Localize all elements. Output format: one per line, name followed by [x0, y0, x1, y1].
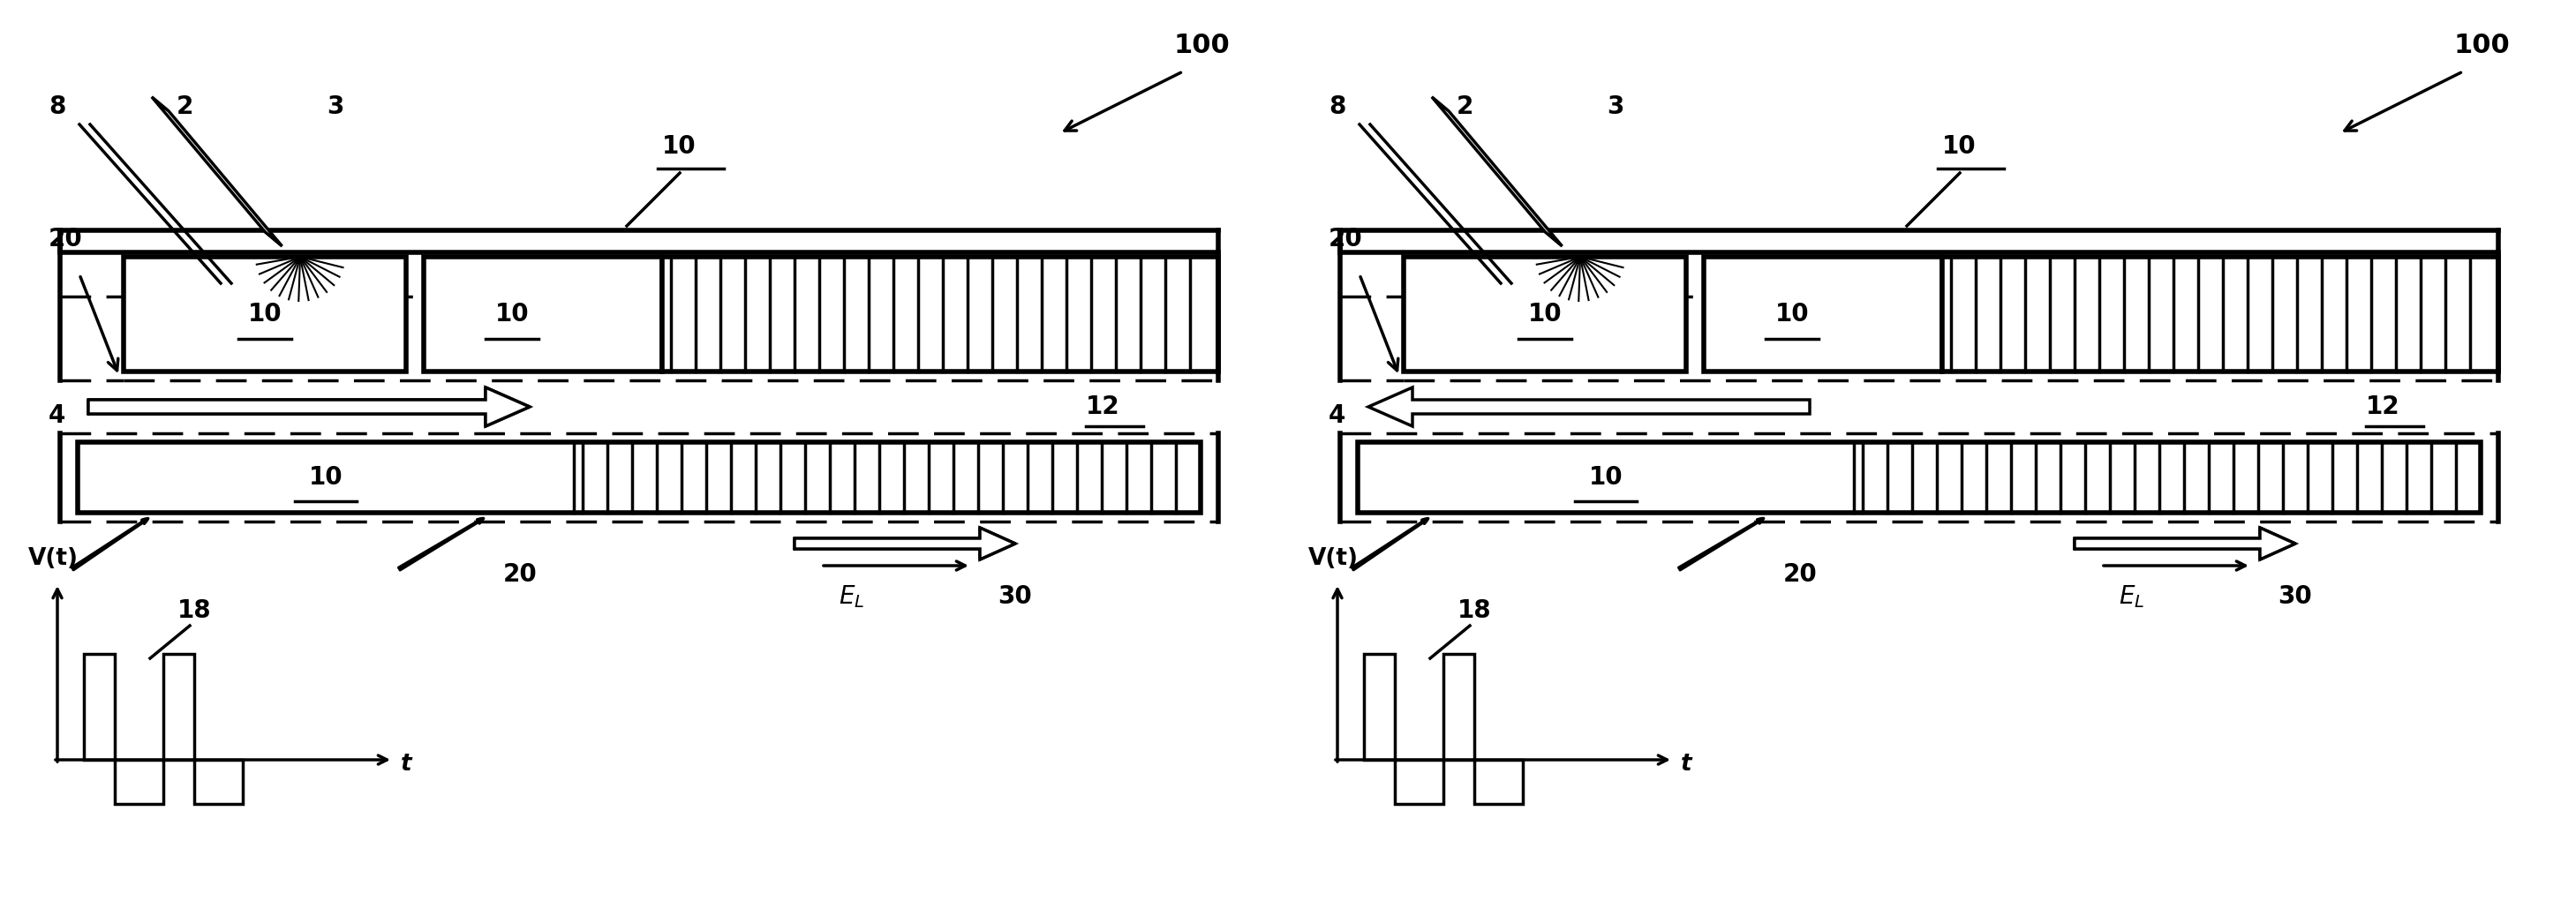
Text: t: t — [1680, 752, 1692, 776]
Bar — [1358, 442, 2481, 513]
Text: $E_L$: $E_L$ — [2117, 584, 2143, 610]
Text: 10: 10 — [495, 302, 528, 326]
Polygon shape — [88, 387, 531, 426]
Bar — [116, 760, 162, 804]
Bar — [124, 257, 407, 371]
Text: V(t): V(t) — [1309, 547, 1358, 570]
Bar — [193, 760, 242, 804]
Bar — [1703, 257, 1942, 371]
Text: 20: 20 — [1329, 227, 1363, 251]
Text: 4: 4 — [1329, 404, 1345, 428]
Text: 18: 18 — [178, 598, 211, 623]
Bar — [1363, 654, 1394, 760]
Text: 8: 8 — [1329, 95, 1345, 119]
Bar — [77, 442, 1200, 513]
Polygon shape — [1368, 387, 1811, 426]
Polygon shape — [1432, 96, 1561, 246]
Text: 30: 30 — [997, 584, 1033, 609]
Text: 12: 12 — [1087, 395, 1121, 419]
Bar — [662, 257, 1218, 371]
Text: 10: 10 — [662, 134, 696, 159]
Text: 100: 100 — [2455, 32, 2512, 58]
Bar — [1443, 654, 1473, 760]
Text: t: t — [399, 752, 412, 776]
Text: 8: 8 — [49, 95, 64, 119]
Text: 4: 4 — [49, 404, 64, 428]
Text: 100: 100 — [1175, 32, 1231, 58]
Text: 2: 2 — [1455, 95, 1473, 119]
Text: 20: 20 — [1783, 562, 1819, 587]
Text: 30: 30 — [2277, 584, 2311, 609]
Text: $E_L$: $E_L$ — [840, 584, 866, 610]
Text: V(t): V(t) — [28, 547, 77, 570]
Bar — [422, 257, 662, 371]
Text: 10: 10 — [247, 302, 281, 326]
Text: 12: 12 — [2365, 395, 2401, 419]
Polygon shape — [793, 528, 1015, 560]
Bar — [1394, 760, 1443, 804]
Text: 10: 10 — [1775, 302, 1808, 326]
Text: 3: 3 — [1607, 95, 1623, 119]
Text: 2: 2 — [178, 95, 193, 119]
Bar — [1404, 257, 1687, 371]
Text: 10: 10 — [1528, 302, 1561, 326]
Text: 10: 10 — [309, 465, 343, 490]
Bar — [1473, 760, 1522, 804]
Text: 18: 18 — [1458, 598, 1492, 623]
Text: 10: 10 — [1589, 465, 1623, 490]
Text: 10: 10 — [1942, 134, 1976, 159]
Text: 3: 3 — [327, 95, 343, 119]
Polygon shape — [2074, 528, 2295, 560]
Polygon shape — [152, 96, 283, 246]
Bar — [162, 654, 193, 760]
Text: 20: 20 — [49, 227, 82, 251]
Text: 20: 20 — [502, 562, 538, 587]
Bar — [85, 654, 116, 760]
Bar — [1942, 257, 2499, 371]
